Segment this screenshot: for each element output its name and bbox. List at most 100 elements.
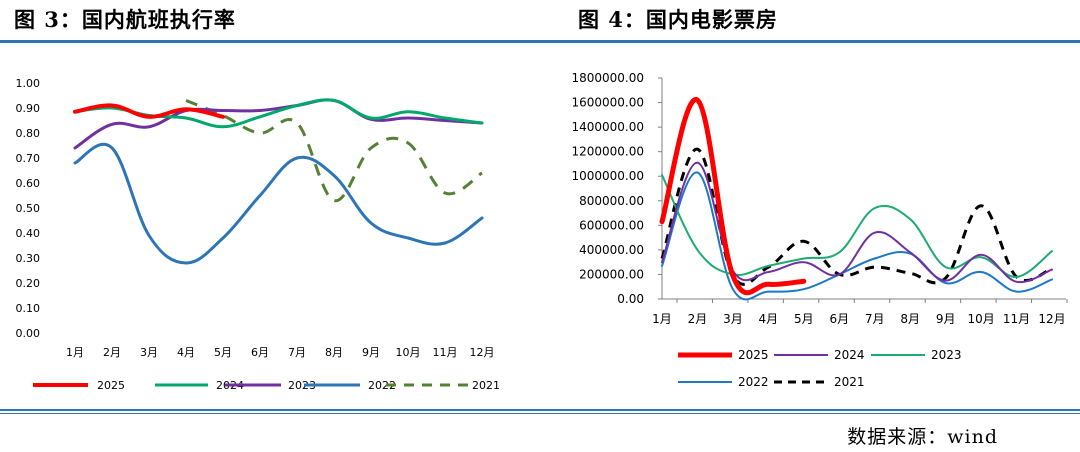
right-y-tick-label: 800000.00 — [579, 194, 644, 208]
right-x-tick-label: 2月 — [688, 312, 708, 326]
left-y-tick-label: 0.20 — [16, 277, 41, 290]
left-y-tick-label: 0.70 — [16, 152, 41, 165]
footer-divider-thick — [0, 409, 1080, 411]
right-data-point-2023 — [873, 207, 876, 210]
left-data-point-2022 — [333, 174, 336, 177]
right-data-point-2025 — [731, 274, 734, 277]
right-x-tick-label: 4月 — [759, 312, 779, 326]
left-data-point-2023 — [148, 125, 151, 128]
right-data-point-2022 — [661, 264, 664, 267]
right-data-point-2025 — [802, 280, 805, 283]
right-data-point-2023 — [944, 266, 947, 269]
right-data-point-2024 — [838, 273, 841, 276]
right-y-tick-label: 1600000.00 — [571, 96, 644, 110]
right-y-tick-label: 1800000.00 — [571, 71, 644, 85]
left-data-point-2022 — [185, 262, 188, 265]
left-y-tick-label: 0.60 — [16, 177, 41, 190]
right-y-tick-label: 400000.00 — [579, 243, 644, 257]
right-data-point-2024 — [1015, 280, 1018, 283]
right-data-point-2024 — [944, 279, 947, 282]
right-x-tick-label: 12月 — [1038, 312, 1065, 326]
left-data-point-2022 — [222, 237, 225, 240]
right-chart-title: 图 4：国内电影票房 — [578, 7, 778, 32]
left-data-point-2022 — [74, 162, 77, 165]
right-data-point-2023 — [696, 248, 699, 251]
left-data-point-2025 — [74, 110, 77, 113]
left-data-point-2021 — [185, 99, 188, 102]
right-legend-label-2024: 2024 — [834, 348, 865, 362]
right-x-tick-label: 10月 — [967, 312, 994, 326]
right-x-tick-label: 7月 — [865, 312, 885, 326]
left-x-tick-label: 2月 — [103, 346, 121, 359]
left-data-point-2021 — [259, 132, 262, 135]
right-y-tick-label: 200000.00 — [579, 267, 644, 281]
left-x-tick-label: 12月 — [470, 346, 495, 359]
right-data-point-2023 — [1051, 250, 1054, 253]
left-data-point-2021 — [481, 172, 484, 175]
footer-divider-thin — [0, 413, 1080, 414]
right-data-point-2024 — [696, 161, 699, 164]
left-data-point-2024 — [481, 122, 484, 125]
left-y-tick-label: 0.30 — [16, 252, 41, 265]
right-data-point-2021 — [980, 204, 983, 207]
right-data-point-2022 — [767, 290, 770, 293]
right-data-point-2025 — [661, 220, 664, 223]
right-legend-label-2022: 2022 — [738, 375, 769, 389]
left-data-point-2024 — [185, 117, 188, 120]
right-series-line-2023 — [661, 173, 1053, 278]
left-data-point-2022 — [111, 147, 114, 150]
right-legend-label-2025: 2025 — [738, 348, 769, 362]
left-data-point-2023 — [259, 109, 262, 112]
right-data-point-2024 — [802, 261, 805, 264]
left-legend-label-2022: 2022 — [368, 379, 396, 392]
left-data-point-2022 — [259, 194, 262, 197]
right-data-point-2022 — [731, 288, 734, 291]
right-data-point-2024 — [1051, 268, 1054, 271]
right-data-point-2025 — [696, 99, 699, 102]
left-x-tick-label: 7月 — [288, 346, 306, 359]
right-data-point-2022 — [873, 257, 876, 260]
right-y-tick-label: 1200000.00 — [571, 145, 644, 159]
left-data-point-2023 — [222, 109, 225, 112]
left-legend-label-2023: 2023 — [288, 379, 316, 392]
left-series-line-2021 — [185, 99, 483, 203]
left-data-point-2021 — [407, 142, 410, 145]
right-data-point-2023 — [802, 257, 805, 260]
right-data-point-2022 — [696, 171, 699, 174]
left-x-tick-label: 6月 — [251, 346, 269, 359]
left-chart-title: 图 3：国内航班执行率 — [14, 7, 236, 32]
left-series-line-2022 — [73, 142, 484, 265]
left-data-point-2024 — [407, 110, 410, 113]
right-y-tick-label: 1400000.00 — [571, 120, 644, 134]
left-x-tick-label: 5月 — [214, 346, 232, 359]
left-data-point-2022 — [370, 222, 373, 225]
right-y-tick-label: 0.00 — [617, 292, 644, 306]
right-data-point-2022 — [980, 270, 983, 273]
right-data-point-2023 — [661, 173, 664, 176]
left-data-point-2025 — [185, 108, 188, 111]
left-data-point-2023 — [407, 117, 410, 120]
left-data-point-2021 — [370, 147, 373, 150]
right-y-tick-label: 1000000.00 — [571, 169, 644, 183]
left-data-point-2021 — [296, 122, 299, 125]
left-data-point-2024 — [444, 117, 447, 120]
left-y-tick-label: 0.00 — [16, 327, 41, 340]
left-y-tick-label: 0.90 — [16, 102, 41, 115]
right-data-point-2024 — [980, 253, 983, 256]
left-data-point-2022 — [481, 217, 484, 220]
title-divider — [0, 40, 1080, 43]
left-data-point-2023 — [111, 123, 114, 126]
right-chart: 1800000.00 1600000.00 1400000.00 1200000.00… — [571, 71, 1068, 389]
left-x-tick-label: 11月 — [433, 346, 458, 359]
left-data-point-2024 — [222, 125, 225, 128]
left-data-point-2023 — [74, 147, 77, 150]
left-data-point-2024 — [370, 117, 373, 120]
right-x-tick-label: 6月 — [829, 312, 849, 326]
left-x-tick-label: 3月 — [140, 346, 158, 359]
right-data-point-2024 — [873, 231, 876, 234]
right-y-tick-label: 600000.00 — [579, 218, 644, 232]
left-legend-label-2025: 2025 — [97, 379, 125, 392]
left-y-tick-label: 0.10 — [16, 302, 41, 315]
left-x-tick-label: 1月 — [66, 346, 84, 359]
right-series-line-2021 — [660, 147, 1053, 286]
